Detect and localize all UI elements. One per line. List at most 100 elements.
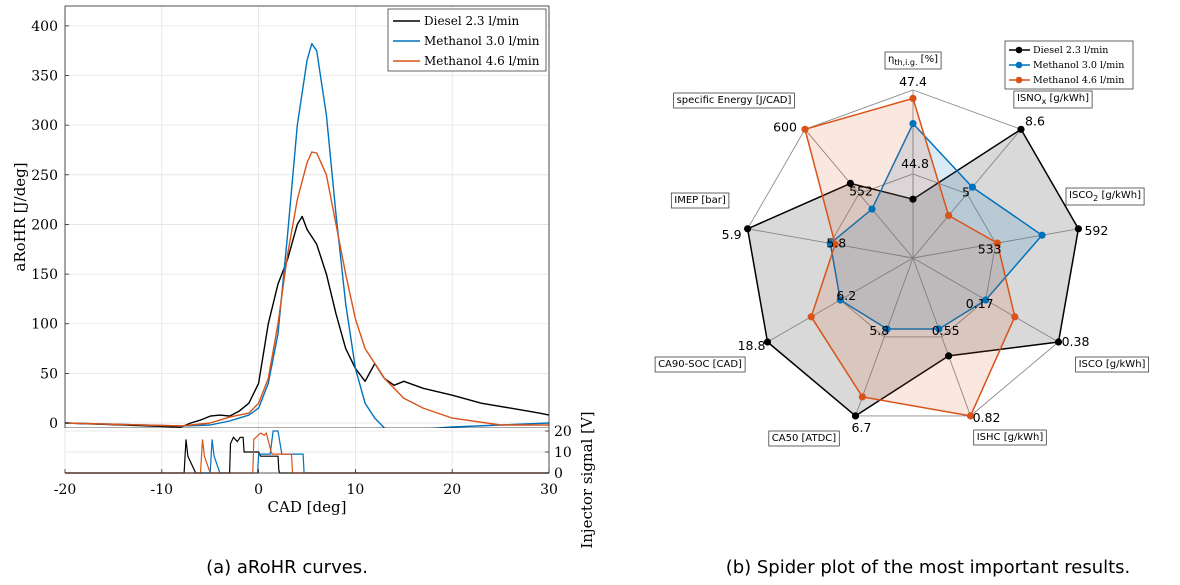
spider-outer-tick-label: 6.7	[852, 420, 872, 435]
arohr-series-line	[64, 151, 549, 427]
spider-series-marker	[846, 179, 855, 187]
spider-series-marker	[945, 352, 953, 360]
injector-y-tick-label: 10	[554, 445, 572, 461]
spider-inner-tick-label: 552	[849, 184, 873, 199]
spider-series-marker	[763, 338, 772, 346]
spider-axis-label-box	[673, 92, 795, 109]
spider-legend-marker-methanol-46	[1015, 76, 1023, 84]
spider-series-marker	[801, 125, 809, 133]
arohr-x-tick-label: -20	[54, 482, 77, 498]
spider-inner-tick-label: 5.8	[869, 323, 889, 338]
spider-series-polygon	[746, 128, 1080, 417]
spider-series-marker	[1017, 125, 1025, 133]
spider-legend-marker-diesel	[1015, 46, 1023, 54]
spider-series-marker	[993, 239, 1002, 247]
arohr-x-axis: -20 -10 0 10 20 30	[54, 469, 558, 498]
spider-series-marker	[744, 225, 752, 233]
spider-axis-label: CA50 [ATDC]	[768, 430, 840, 447]
arohr-y-tick-label: 350	[31, 69, 58, 85]
spider-tick-labels: 47.4 44.8 8.6 5 592 533 0.38 0.17 0.82 0.55 6.7 5.8…	[722, 74, 1109, 435]
spider-axis-label-box	[768, 430, 840, 447]
arohr-grid	[64, 6, 550, 428]
spider-outer-tick-label: 600	[773, 119, 797, 134]
spider-axis-label-text: ISCO2 [g/kWh]	[1069, 190, 1141, 203]
spider-series-marker	[1011, 313, 1019, 321]
spider-series-marker	[1038, 231, 1046, 239]
arohr-legend-box	[387, 8, 547, 72]
arohr-series-line	[64, 215, 550, 428]
injector-series-line	[65, 436, 549, 474]
arohr-y-tick-label: 250	[31, 168, 58, 184]
spider-axis-label-text: ηth,i.g. [%]	[888, 54, 938, 67]
spider-outer-tick-label: 0.38	[1062, 334, 1090, 349]
arohr-plot-area	[65, 6, 549, 428]
spider-axis-label-box	[884, 51, 942, 70]
spider-series-marker	[807, 313, 815, 321]
spider-axis-label-box	[670, 192, 730, 209]
spider-series-marker	[883, 325, 891, 333]
caption-right: (b) Spider plot of the most important re…	[726, 557, 1131, 578]
spider-axis-label-text: ISNOx [g/kWh]	[1017, 93, 1089, 106]
arohr-y-label: aRoHR [J/deg]	[11, 162, 29, 271]
spider-series-marker	[1054, 338, 1063, 346]
spider-axis-label: IMEP [bar]	[670, 192, 730, 209]
spider-outer-tick-label: 0.82	[973, 410, 1001, 425]
arohr-legend: Diesel 2.3 l/min Methanol 3.0 l/min Meth…	[387, 8, 547, 72]
spider-series-marker	[851, 412, 860, 420]
spider-series-marker	[909, 195, 917, 203]
spider-axis-label-text: ISHC [g/kWh]	[977, 432, 1044, 443]
injector-y-axis: 0 10 20	[545, 424, 572, 482]
spider-inner-ring	[829, 173, 997, 338]
spider-axis-label-box	[654, 356, 746, 373]
spider-axis-label-text: CA50 [ATDC]	[772, 433, 836, 444]
arohr-y-tick-label: 300	[31, 118, 58, 134]
spider-series-marker	[836, 296, 844, 304]
spider-legend-marker-methanol-30	[1015, 61, 1023, 69]
spider-series-marker	[858, 393, 867, 401]
injector-series-line	[65, 431, 549, 474]
spider-axis-label: ISNOx [g/kWh]	[1013, 90, 1093, 109]
spider-inner-tick-label: 5	[962, 185, 970, 200]
spider-series-marker	[909, 94, 917, 102]
legend-label-methanol-30: Methanol 3.0 l/min	[424, 34, 540, 48]
spider-inner-tick-label: 533	[978, 241, 1002, 256]
spider-axis-label: specific Energy [J/CAD]	[673, 92, 795, 109]
spider-axis-label: ISCO [g/kWh]	[1075, 356, 1149, 373]
spider-axis-label-text: ISCO [g/kWh]	[1079, 359, 1146, 370]
legend-label-diesel: Diesel 2.3 l/min	[424, 14, 519, 28]
caption-left: (a) aRoHR curves.	[206, 557, 368, 578]
spider-series-polygon	[804, 97, 1016, 417]
spider-axis-labels: ηth,i.g. [%] ISNOx [g/kWh] ISCO2 [g/kWh] IS…	[654, 51, 1149, 447]
spider-axis-label-text: specific Energy [J/CAD]	[677, 95, 792, 106]
legend-label-methanol-46: Methanol 4.6 l/min	[424, 54, 540, 68]
arohr-x-tick-label: 0	[254, 482, 263, 498]
arohr-y-axis: 0 50 100 150 200 250 300 350 400	[31, 19, 69, 432]
spider-inner-tick-label: 0.55	[932, 323, 960, 338]
spider-axis-label: ISHC [g/kWh]	[973, 429, 1047, 446]
injector-y-label: Injector signal [V]	[578, 411, 596, 548]
arohr-y-tick-label: 0	[49, 416, 58, 432]
spider-spoke	[804, 129, 914, 259]
spider-series-marker	[909, 120, 917, 128]
arohr-y-tick-label: 200	[31, 217, 58, 233]
spider-axis-label-box	[1075, 356, 1149, 373]
spider-series-marker	[966, 412, 975, 420]
arohr-x-label: CAD [deg]	[268, 498, 347, 516]
injector-plot-area	[65, 428, 549, 473]
spider-spoke	[912, 257, 971, 417]
spider-series-polygon	[829, 122, 1043, 330]
injector-y-tick-label: 20	[554, 424, 572, 440]
spider-series-marker	[868, 205, 876, 213]
spider-axis-label-box	[973, 429, 1047, 446]
spider-axis-label: ηth,i.g. [%]	[884, 51, 942, 70]
spider-legend-label-methanol-46: Methanol 4.6 l/min	[1033, 75, 1124, 86]
spider-inner-tick-label: 44.8	[901, 156, 929, 171]
spider-series-marker	[982, 296, 990, 304]
spider-spoke	[855, 257, 914, 417]
spider-outer-tick-label: 592	[1084, 223, 1108, 238]
spider-axis-label-box	[1065, 187, 1145, 206]
spider-axis-label: ISCO2 [g/kWh]	[1065, 187, 1145, 206]
spider-outer-tick-label: 47.4	[899, 74, 927, 89]
arohr-y-tick-label: 400	[31, 19, 58, 35]
